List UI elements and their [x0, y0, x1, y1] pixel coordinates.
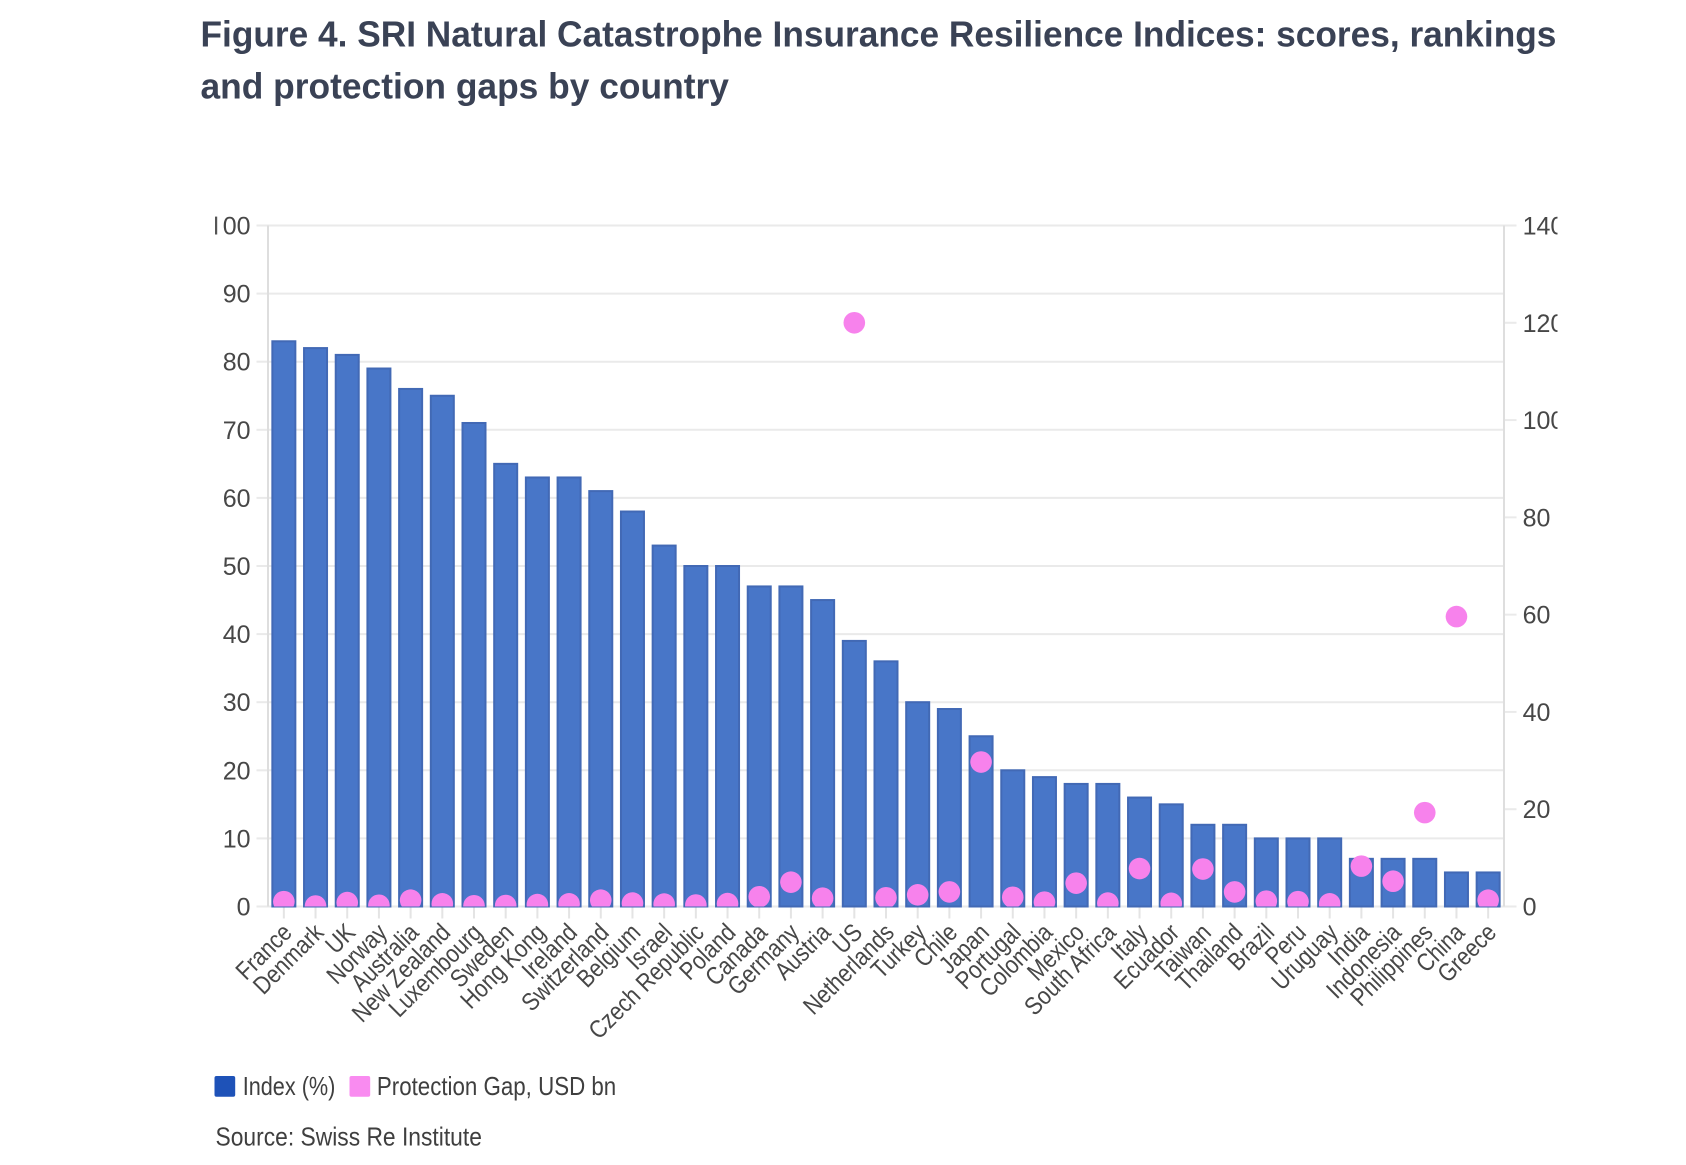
svg-text:60: 60: [1523, 602, 1551, 630]
svg-text:70: 70: [223, 417, 251, 445]
svg-text:20: 20: [223, 757, 251, 785]
svg-text:Figure 4. SRI Natural Catastro: Figure 4. SRI Natural Catastrophe Insura…: [201, 14, 1557, 55]
svg-text:80: 80: [1523, 504, 1551, 532]
svg-text:10: 10: [223, 825, 251, 853]
svg-text:20: 20: [1523, 796, 1551, 824]
svg-text:100: 100: [1523, 407, 1565, 435]
svg-text:00: 00: [223, 213, 251, 241]
svg-text:40: 40: [223, 621, 251, 649]
svg-text:and protection gaps by country: and protection gaps by country: [201, 66, 729, 107]
svg-text:0: 0: [1523, 894, 1537, 922]
svg-text:Source: Swiss Re Institute: Source: Swiss Re Institute: [216, 1122, 482, 1152]
svg-text:90: 90: [223, 281, 251, 309]
svg-text:80: 80: [223, 349, 251, 377]
svg-text:60: 60: [223, 485, 251, 513]
svg-text:120: 120: [1523, 310, 1565, 338]
svg-text:40: 40: [1523, 699, 1551, 727]
svg-text:30: 30: [223, 689, 251, 717]
svg-text:140: 140: [1523, 213, 1565, 241]
svg-text:Protection Gap, USD bn: Protection Gap, USD bn: [377, 1071, 616, 1101]
svg-text:Index (%): Index (%): [243, 1071, 336, 1101]
svg-text:50: 50: [223, 553, 251, 581]
svg-text:0: 0: [237, 894, 251, 922]
